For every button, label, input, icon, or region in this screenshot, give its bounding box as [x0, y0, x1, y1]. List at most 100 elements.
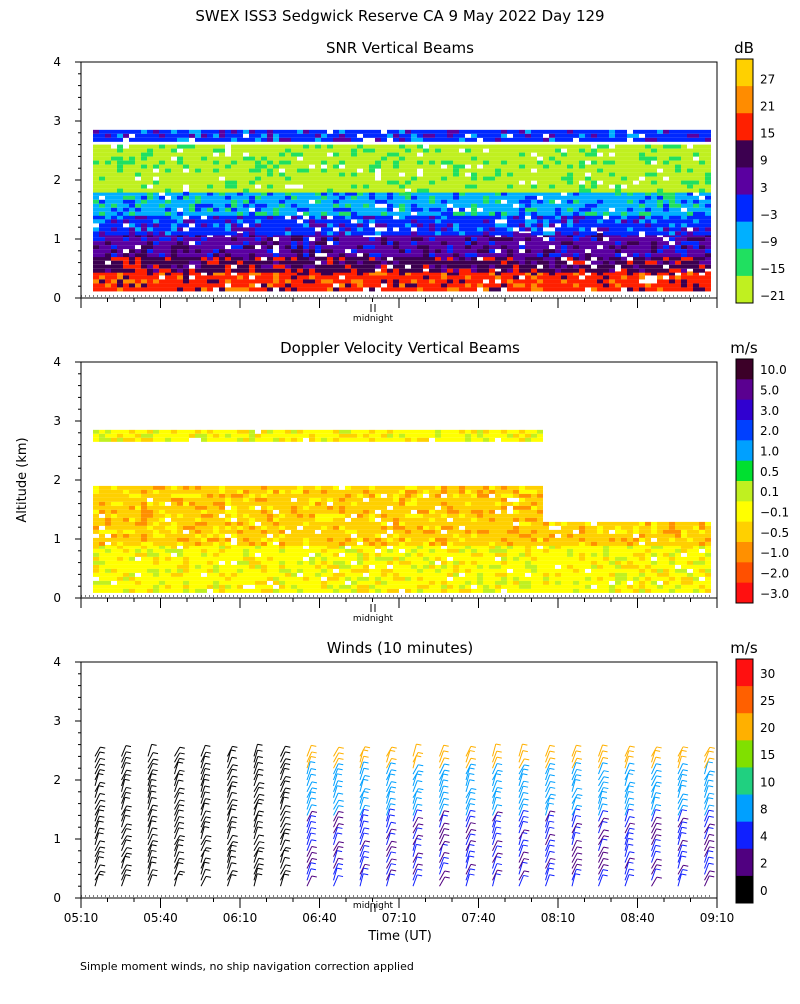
snr-cell: [633, 177, 639, 181]
snr-cell: [105, 165, 111, 169]
snr-cell: [159, 215, 165, 219]
snr-cell: [567, 231, 573, 235]
snr-cell: [111, 231, 117, 235]
snr-cell: [363, 279, 369, 283]
snr-cell: [273, 219, 279, 223]
snr-cell: [513, 219, 519, 223]
snr-cell: [201, 253, 207, 257]
snr-cell: [543, 196, 549, 200]
snr-cell: [453, 165, 459, 169]
snr-cell: [453, 145, 459, 149]
snr-cell: [375, 189, 381, 193]
snr-cell: [291, 245, 297, 249]
snr-cell: [273, 200, 279, 204]
doppler-cell: [243, 573, 249, 577]
snr-cell: [153, 145, 159, 149]
doppler-cell: [273, 545, 279, 549]
snr-cell: [621, 269, 627, 273]
snr-cell: [381, 253, 387, 257]
snr-cell: [399, 157, 405, 161]
snr-cell: [699, 237, 705, 241]
snr-cell: [441, 227, 447, 231]
snr-cell: [507, 249, 513, 253]
snr-cell: [183, 161, 189, 165]
snr-cell: [591, 208, 597, 212]
snr-cell: [657, 204, 663, 208]
snr-cell: [495, 275, 501, 279]
snr-cell: [111, 279, 117, 283]
snr-cell: [291, 253, 297, 257]
snr-cell: [603, 173, 609, 177]
snr-cell: [375, 245, 381, 249]
snr-cell: [507, 161, 513, 165]
snr-cell: [225, 189, 231, 193]
snr-cell: [705, 189, 711, 193]
snr-cell: [489, 269, 495, 273]
snr-cell: [297, 204, 303, 208]
snr-cell: [543, 149, 549, 153]
snr-cell: [417, 223, 423, 227]
snr-cell: [303, 204, 309, 208]
snr-cell: [297, 145, 303, 149]
doppler-cell: [345, 589, 351, 593]
doppler-cell: [507, 581, 513, 585]
snr-cell: [573, 153, 579, 157]
doppler-cell: [327, 577, 333, 581]
snr-cell: [579, 165, 585, 169]
doppler-cell: [267, 589, 273, 593]
snr-cell: [189, 208, 195, 212]
snr-cell: [93, 177, 99, 181]
snr-cell: [663, 189, 669, 193]
snr-cell: [561, 241, 567, 245]
snr-cell: [525, 130, 531, 134]
snr-cell: [369, 153, 375, 157]
snr-cell: [213, 204, 219, 208]
snr-cell: [171, 153, 177, 157]
snr-cell: [489, 261, 495, 265]
doppler-cell: [531, 581, 537, 585]
doppler-cell: [381, 565, 387, 569]
snr-cell: [147, 189, 153, 193]
snr-cell: [345, 219, 351, 223]
snr-cell: [249, 219, 255, 223]
doppler-cell: [495, 549, 501, 553]
snr-cell: [237, 241, 243, 245]
doppler-cell: [147, 589, 153, 593]
snr-cell: [375, 157, 381, 161]
snr-cell: [471, 231, 477, 235]
doppler-cell: [369, 549, 375, 553]
snr-cell: [231, 249, 237, 253]
snr-cell: [201, 265, 207, 269]
snr-cell: [609, 227, 615, 231]
doppler-cell: [189, 549, 195, 553]
snr-cell: [627, 253, 633, 257]
doppler-cell: [363, 581, 369, 585]
snr-cell: [315, 169, 321, 173]
snr-cell: [693, 181, 699, 185]
snr-cell: [495, 227, 501, 231]
snr-cell: [273, 145, 279, 149]
snr-cell: [345, 269, 351, 273]
snr-cell: [249, 261, 255, 265]
snr-cell: [279, 200, 285, 204]
snr-cell: [237, 261, 243, 265]
snr-cell: [177, 196, 183, 200]
snr-cell: [369, 253, 375, 257]
doppler-cell: [189, 585, 195, 589]
snr-cell: [339, 161, 345, 165]
doppler-cell: [555, 577, 561, 581]
snr-cell: [405, 134, 411, 138]
snr-cell: [705, 134, 711, 138]
doppler-cell: [453, 577, 459, 581]
doppler-cell: [261, 549, 267, 553]
snr-cell: [105, 173, 111, 177]
snr-cell: [219, 227, 225, 231]
snr-cell: [579, 265, 585, 269]
snr-cell: [567, 189, 573, 193]
snr-cell: [237, 283, 243, 287]
doppler-cell: [465, 577, 471, 581]
snr-cell: [459, 283, 465, 287]
snr-cell: [651, 287, 657, 291]
